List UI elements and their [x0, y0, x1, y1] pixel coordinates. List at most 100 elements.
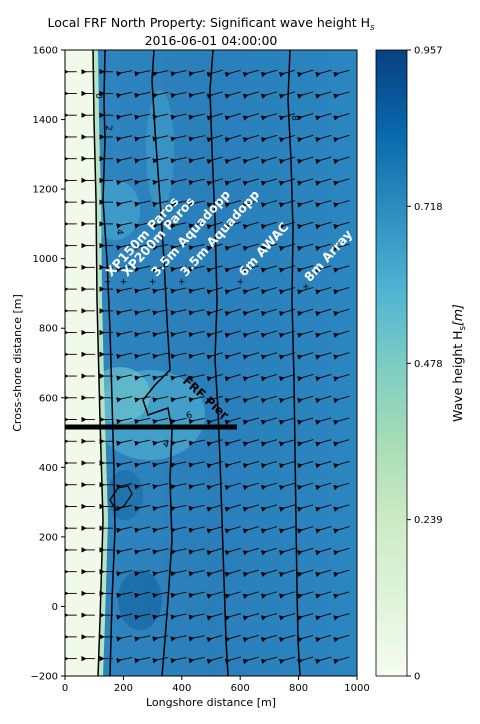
wave-arrow: [315, 308, 332, 317]
wave-arrow: [134, 656, 151, 664]
wave-arrow: [260, 308, 278, 317]
wave-arrow: [278, 482, 296, 491]
wave-arrow: [170, 548, 187, 555]
wave-arrow: [152, 352, 169, 360]
wave-arrow: [333, 613, 350, 621]
wave-arrow: [315, 569, 332, 578]
wave-arrow: [206, 613, 223, 621]
wave-arrow: [297, 439, 314, 447]
wave-arrow: [278, 178, 296, 186]
colorbar-ticks: 0 0.239 0.478 0.718 0.957: [407, 46, 443, 683]
wave-arrow: [206, 330, 223, 339]
wave-arrow: [242, 287, 259, 295]
wave-arrow: [116, 222, 133, 229]
wave-arrow: [297, 178, 314, 186]
wave-arrow: [188, 309, 205, 316]
wave-arrow: [188, 91, 205, 99]
wave-arrow: [170, 635, 187, 642]
wave-arrow: [134, 157, 151, 164]
wave-arrow: [206, 134, 223, 143]
wave-arrow: [260, 460, 278, 469]
wave-arrow: [116, 243, 133, 251]
wave-arrow: [260, 134, 278, 143]
wave-arrow: [188, 70, 205, 77]
wave-arrow: [278, 113, 296, 121]
y-tick-label: 600: [39, 393, 58, 404]
wave-arrow: [260, 330, 278, 339]
wave-arrow: [206, 526, 223, 534]
wave-arrow: [134, 526, 151, 533]
contour-label: 2: [103, 125, 113, 131]
wave-arrow: [224, 417, 241, 425]
wave-arrow: [333, 634, 350, 643]
wave-arrow: [278, 591, 296, 599]
wave-arrow: [224, 352, 241, 360]
contour-0: [92, 50, 104, 676]
wave-arrow: [224, 656, 241, 665]
wave-arrow: [315, 460, 332, 469]
wave-arrow: [224, 91, 241, 99]
x-axis: 0 200 400 600 800 1000: [62, 676, 370, 694]
field-patch: [107, 470, 143, 520]
instrument-marker: +: [302, 282, 310, 292]
wave-arrow: [170, 504, 187, 512]
wave-arrow: [278, 569, 296, 578]
wave-arrow: [170, 309, 187, 316]
wave-arrow: [297, 591, 314, 599]
colorbar: 0 0.239 0.478 0.718 0.957 Wave height Hs[m]: [375, 46, 468, 683]
wave-arrow: [224, 374, 241, 382]
wave-arrow: [188, 656, 205, 664]
wave-arrow: [260, 69, 278, 78]
colorbar-tick-label: 0: [414, 672, 420, 683]
wave-arrow: [188, 352, 205, 360]
wave-arrow: [152, 461, 169, 468]
wave-arrow: [170, 287, 187, 294]
wave-arrow: [116, 504, 133, 512]
wave-arrow: [152, 70, 169, 77]
wave-arrow: [152, 157, 169, 164]
wave-arrow: [170, 200, 187, 207]
wave-arrow: [116, 548, 133, 555]
colorbar-scale: [375, 49, 408, 677]
wave-arrow: [315, 221, 332, 230]
wave-arrow: [116, 635, 133, 642]
wave-arrow: [315, 113, 332, 121]
wave-arrow: [260, 504, 278, 512]
wave-arrow: [315, 547, 332, 556]
wave-arrow: [333, 417, 350, 425]
wave-arrow: [297, 156, 314, 165]
wave-arrow: [315, 613, 332, 621]
wave-arrow: [297, 221, 314, 230]
wave-arrow: [224, 308, 241, 317]
wave-arrow: [297, 113, 314, 121]
wave-arrow: [116, 374, 133, 381]
wave-arrow: [260, 569, 278, 578]
wave-arrow: [116, 613, 133, 620]
wave-arrow: [170, 243, 187, 251]
wave-arrow: [315, 330, 332, 339]
wave-arrow: [116, 178, 133, 186]
wave-arrow: [116, 439, 133, 447]
wave-arrow: [260, 417, 278, 425]
wave-arrow: [333, 504, 350, 512]
wave-arrow: [116, 417, 133, 425]
wave-arrow: [134, 417, 151, 425]
wave-arrow: [278, 547, 296, 556]
wave-arrow: [297, 287, 314, 295]
wave-arrow: [188, 113, 205, 121]
wave-arrow: [152, 265, 169, 273]
y-tick-label: 1000: [33, 254, 58, 265]
wave-arrow: [116, 309, 133, 316]
wave-arrow: [224, 69, 241, 78]
wave-arrow: [134, 570, 151, 577]
wave-arrow: [134, 613, 151, 620]
wave-arrow: [206, 439, 223, 447]
wave-arrow: [206, 504, 223, 512]
wave-arrow: [224, 504, 241, 512]
wave-arrow: [170, 591, 187, 599]
x-tick-label: 600: [231, 683, 250, 694]
wave-arrow: [260, 200, 278, 208]
wave-arrow: [260, 613, 278, 621]
field-patch: [90, 367, 150, 423]
wave-arrow: [170, 135, 187, 142]
